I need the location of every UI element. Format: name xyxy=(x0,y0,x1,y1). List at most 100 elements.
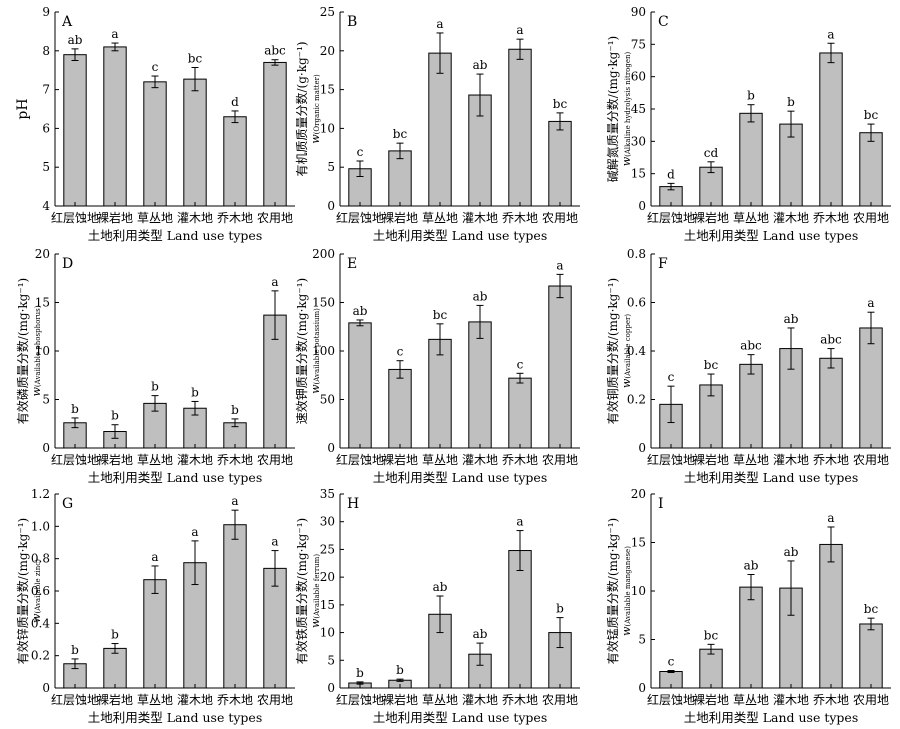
significance-label: bc xyxy=(864,602,879,616)
x-category-label: 灌木地 xyxy=(773,211,809,225)
bar xyxy=(223,524,247,689)
significance-label: bc xyxy=(553,97,568,111)
panel-i: 0 5 10 15 20 Ic 红层蚀地 bc 裸岩地 ab 草丛地 ab 灌木地 a 乔木地 bc 农用地土地… xyxy=(605,487,891,725)
panel-label: F xyxy=(658,256,668,272)
panel-label: A xyxy=(61,14,73,30)
y-tick-label: 45 xyxy=(631,102,646,116)
significance-label: ab xyxy=(744,559,759,573)
y-tick-label: 0 xyxy=(327,681,335,695)
panel-label: C xyxy=(658,14,669,30)
x-category-label: 红层蚀地 xyxy=(336,692,384,707)
significance-label: b xyxy=(191,385,199,399)
x-category-label: 农用地 xyxy=(853,453,889,467)
y-axis-w-symbol: w xyxy=(620,626,633,636)
x-category-label: 草丛地 xyxy=(422,211,458,225)
bar xyxy=(859,327,883,449)
y-axis-title-unit: /(mg·kg⁻¹) xyxy=(606,278,620,340)
significance-label: a xyxy=(556,258,563,272)
x-category-label: 农用地 xyxy=(542,453,578,467)
x-category-label: 红层蚀地 xyxy=(336,452,384,467)
bar xyxy=(699,648,723,689)
x-category-label: 红层蚀地 xyxy=(647,692,695,707)
x-axis-title: 土地利用类型 Land use types xyxy=(684,228,859,243)
x-category-label: 裸岩地 xyxy=(97,452,133,467)
bar xyxy=(548,285,572,449)
x-category-label: 乔木地 xyxy=(502,211,538,225)
significance-label: a xyxy=(516,515,523,529)
x-category-label: 乔木地 xyxy=(502,453,538,467)
y-axis-title-main: 有效铁质量分数 xyxy=(294,580,309,664)
significance-label: d xyxy=(231,95,239,109)
significance-label: a xyxy=(271,535,278,549)
y-axis-title-unit: /(mg·kg⁻¹) xyxy=(16,518,30,580)
bar xyxy=(388,150,412,207)
bar xyxy=(739,112,763,207)
x-axis-title: 土地利用类型 Land use types xyxy=(373,228,548,243)
significance-label: b xyxy=(111,409,119,423)
bar xyxy=(388,368,412,449)
bar xyxy=(739,586,763,689)
y-tick-label: 9 xyxy=(42,5,50,19)
y-tick-label: 5 xyxy=(327,160,335,174)
y-axis-title: 有机质质量分数/(g·kg⁻¹) xyxy=(294,41,309,176)
y-axis-sub-text: (Alkaline hydrolysis nitrogen) xyxy=(624,51,632,156)
y-axis-title-unit: /(mg·kg⁻¹) xyxy=(295,518,309,580)
x-category-label: 红层蚀地 xyxy=(336,210,384,225)
y-tick-label: 6 xyxy=(42,121,50,135)
y-tick-label: 15 xyxy=(631,167,646,181)
y-axis-subscript: w(Available copper) xyxy=(620,314,633,388)
y-tick-label: 200 xyxy=(312,247,335,261)
x-category-label: 灌木地 xyxy=(773,693,809,707)
x-category-label: 裸岩地 xyxy=(382,452,418,467)
y-tick-label: 0.6 xyxy=(31,584,50,598)
x-category-label: 裸岩地 xyxy=(693,692,729,707)
significance-label: c xyxy=(668,655,675,669)
x-category-label: 灌木地 xyxy=(773,453,809,467)
bar xyxy=(859,132,883,207)
x-category-label: 灌木地 xyxy=(177,211,213,225)
significance-label: ab xyxy=(784,312,799,326)
x-category-label: 红层蚀地 xyxy=(647,452,695,467)
y-axis-subscript: w(Available phosphorus) xyxy=(30,305,43,396)
bar xyxy=(143,579,167,689)
bar xyxy=(819,357,843,449)
x-category-label: 灌木地 xyxy=(177,693,213,707)
panel-d: 0 5 10 15 20 Db 红层蚀地 b 裸岩地 b 草丛地 b 灌木地 b 乔木地 a 农用地土地利用类型… xyxy=(15,247,295,485)
y-tick-label: 5 xyxy=(327,653,335,667)
x-category-label: 乔木地 xyxy=(813,693,849,707)
y-axis-sub-text: (Available phosphorus) xyxy=(34,305,42,387)
x-category-label: 裸岩地 xyxy=(693,452,729,467)
y-axis-title-main: 有机质质量分数 xyxy=(294,92,309,176)
significance-label: ab xyxy=(433,580,448,594)
y-tick-label: 8 xyxy=(42,44,50,58)
bar xyxy=(183,78,207,207)
y-tick-label: 0.4 xyxy=(627,344,646,358)
significance-label: c xyxy=(668,370,675,384)
significance-label: b xyxy=(787,95,795,109)
bar xyxy=(739,363,763,449)
significance-label: a xyxy=(827,511,834,525)
y-axis-subscript: w(Available ferrum) xyxy=(309,554,322,628)
y-axis-w-symbol: w xyxy=(620,156,633,166)
y-tick-label: 0 xyxy=(638,681,646,695)
bar xyxy=(103,647,127,689)
significance-label: ab xyxy=(784,545,799,559)
significance-label: b xyxy=(231,403,239,417)
panel-label: G xyxy=(62,496,73,512)
x-category-label: 裸岩地 xyxy=(97,210,133,225)
bar xyxy=(143,81,167,207)
x-category-label: 农用地 xyxy=(853,211,889,225)
y-axis-title: 有效锰质量分数/(mg·kg⁻¹) xyxy=(605,518,620,664)
bar xyxy=(348,322,372,449)
y-axis-title-unit: /(mg·kg⁻¹) xyxy=(606,36,620,98)
x-category-label: 乔木地 xyxy=(217,453,253,467)
panel-label: E xyxy=(347,256,357,272)
x-axis-title: 土地利用类型 Land use types xyxy=(684,710,859,725)
y-tick-label: 20 xyxy=(631,487,646,501)
x-axis-title: 土地利用类型 Land use types xyxy=(684,470,859,485)
y-tick-label: 30 xyxy=(631,134,646,148)
y-tick-label: 50 xyxy=(320,393,335,407)
y-axis-title-main: 有效锰质量分数 xyxy=(605,580,620,664)
x-axis-title: 土地利用类型 Land use types xyxy=(88,228,263,243)
